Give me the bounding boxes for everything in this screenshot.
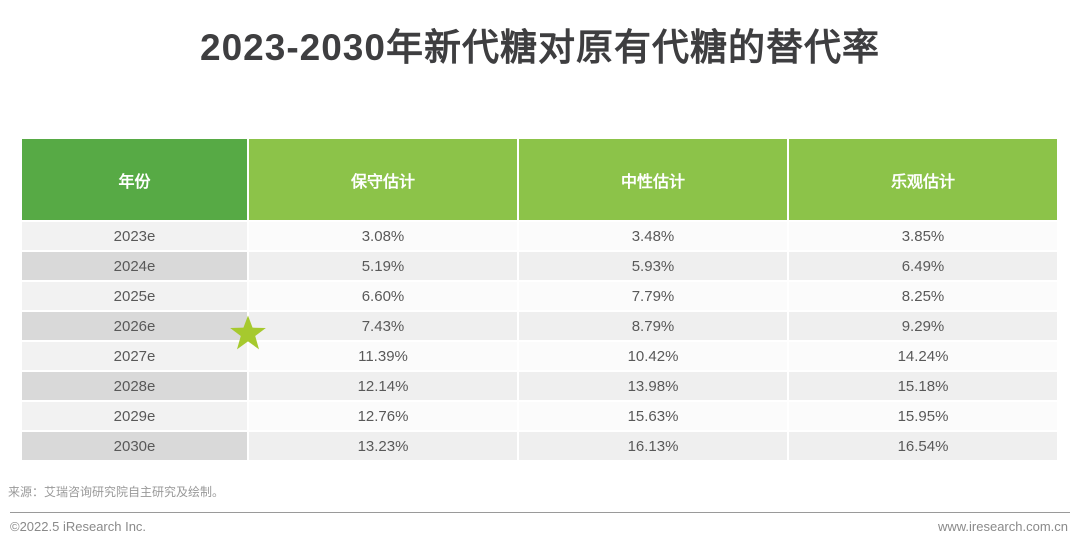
value-cell: 15.95%	[787, 400, 1059, 432]
value-cell: 11.39%	[247, 340, 519, 372]
website-url: www.iresearch.com.cn	[937, 519, 1068, 534]
value-cell: 8.25%	[787, 280, 1059, 312]
table-header-row: 年份 保守估计 中性估计 乐观估计	[20, 137, 1059, 222]
value-cell: 16.54%	[787, 430, 1059, 462]
column-header-optimistic: 乐观估计	[787, 137, 1059, 222]
value-cell: 7.43%	[247, 310, 519, 342]
footer-divider	[10, 512, 1070, 513]
copyright-text: ©2022.5 iResearch Inc.	[10, 519, 147, 534]
table-row: 2028e 12.14% 13.98% 15.18%	[20, 370, 1059, 402]
table-row: 2025e 6.60% 7.79% 8.25%	[20, 280, 1059, 312]
table-row: 2027e 11.39% 10.42% 14.24%	[20, 340, 1059, 372]
year-cell: 2026e	[20, 310, 249, 342]
column-header-year: 年份	[20, 137, 249, 222]
value-cell: 6.60%	[247, 280, 519, 312]
year-cell: 2025e	[20, 280, 249, 312]
value-cell: 3.48%	[517, 220, 789, 252]
value-cell: 6.49%	[787, 250, 1059, 282]
column-header-neutral: 中性估计	[517, 137, 789, 222]
value-cell: 10.42%	[517, 340, 789, 372]
value-cell: 15.63%	[517, 400, 789, 432]
value-cell: 5.93%	[517, 250, 789, 282]
year-cell: 2028e	[20, 370, 249, 402]
value-cell: 12.76%	[247, 400, 519, 432]
value-cell: 13.98%	[517, 370, 789, 402]
value-cell: 15.18%	[787, 370, 1059, 402]
value-cell: 3.85%	[787, 220, 1059, 252]
value-cell: 5.19%	[247, 250, 519, 282]
value-cell: 16.13%	[517, 430, 789, 462]
value-cell: 14.24%	[787, 340, 1059, 372]
footer-bar: ©2022.5 iResearch Inc. www.iresearch.com…	[10, 519, 1068, 534]
value-cell: 9.29%	[787, 310, 1059, 342]
value-cell: 3.08%	[247, 220, 519, 252]
year-cell: 2027e	[20, 340, 249, 372]
table-row: 2026e 7.43% 8.79% 9.29%	[20, 310, 1059, 342]
table-row: 2030e 13.23% 16.13% 16.54%	[20, 430, 1059, 462]
year-cell: 2023e	[20, 220, 249, 252]
replacement-rate-table: 年份 保守估计 中性估计 乐观估计 2023e 3.08% 3.48% 3.85% 20…	[20, 137, 1059, 462]
table-body: 2023e 3.08% 3.48% 3.85% 2024e 5.19% 5.93% 6.49%…	[20, 220, 1059, 462]
table-row: 2029e 12.76% 15.63% 15.95%	[20, 400, 1059, 432]
year-cell: 2029e	[20, 400, 249, 432]
source-note: 来源：艾瑞咨询研究院自主研究及绘制。	[8, 485, 225, 499]
value-cell: 7.79%	[517, 280, 789, 312]
year-cell: 2030e	[20, 430, 249, 462]
table-header: 年份 保守估计 中性估计 乐观估计	[20, 137, 1059, 222]
value-cell: 12.14%	[247, 370, 519, 402]
year-cell: 2024e	[20, 250, 249, 282]
table-row: 2023e 3.08% 3.48% 3.85%	[20, 220, 1059, 252]
value-cell: 8.79%	[517, 310, 789, 342]
table-row: 2024e 5.19% 5.93% 6.49%	[20, 250, 1059, 282]
column-header-conservative: 保守估计	[247, 137, 519, 222]
page-title: 2023-2030年新代糖对原有代糖的替代率	[200, 27, 880, 68]
value-cell: 13.23%	[247, 430, 519, 462]
